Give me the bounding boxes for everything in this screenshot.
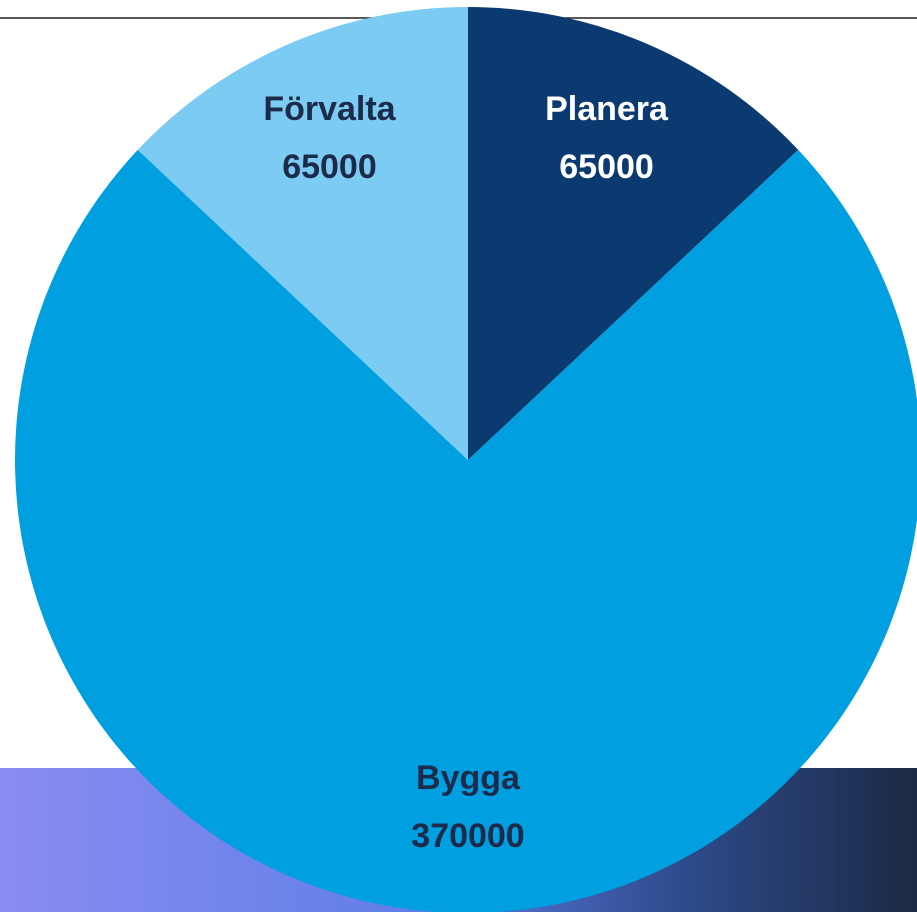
chart: Planera 65000 Bygga 370000 Förvalta 65000 (0, 0, 917, 912)
slice-label: Bygga (416, 759, 521, 797)
slice-label: Förvalta (263, 90, 396, 128)
slice-value: 65000 (282, 148, 377, 186)
slice-value: 65000 (559, 148, 654, 186)
slice-label: Planera (545, 90, 669, 128)
page: Planera65000Bygga370000Förvalta65000 (()… (0, 0, 917, 912)
slice-value: 370000 (411, 817, 524, 855)
